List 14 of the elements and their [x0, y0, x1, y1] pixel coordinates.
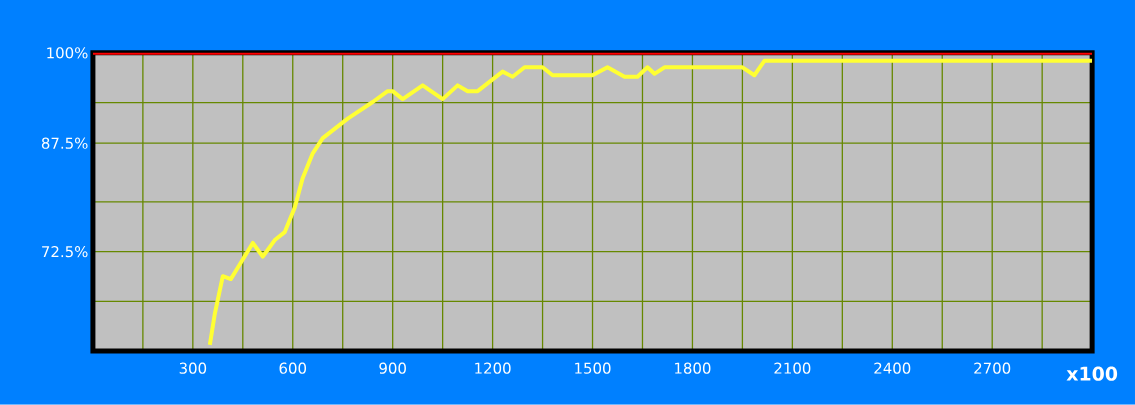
x-tick-label: 300	[179, 362, 207, 374]
x-tick-label: 600	[279, 362, 307, 374]
x-tick-label: 2100	[774, 362, 811, 374]
y-tick-label: 72.5%	[42, 246, 88, 258]
x-tick-label: 2400	[874, 362, 911, 374]
x-tick-label: 1200	[475, 362, 511, 374]
x-tick-label: 1500	[575, 362, 611, 374]
x-axis-title: x100	[1066, 366, 1118, 381]
x-tick-label: 900	[379, 362, 406, 374]
y-tick-label: 87.5%	[41, 137, 88, 149]
line-series	[207, 58, 1093, 347]
y-tick-label: 100%	[47, 47, 88, 59]
x-tick-label: 1800	[675, 362, 711, 374]
x-tick-label: 2700	[974, 362, 1011, 374]
